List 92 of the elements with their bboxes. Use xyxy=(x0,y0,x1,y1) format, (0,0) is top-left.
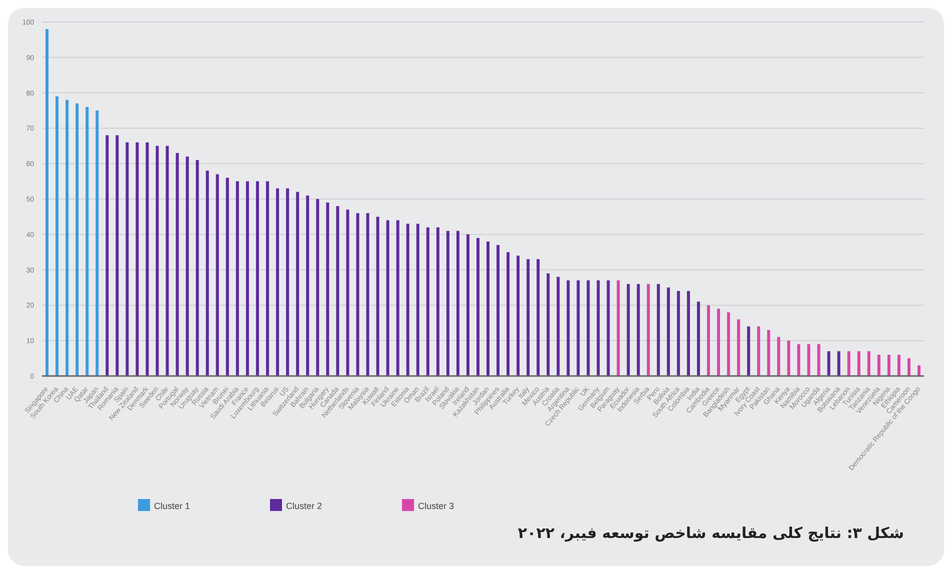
bar xyxy=(686,291,690,376)
legend-label: Cluster 2 xyxy=(286,501,322,511)
bar xyxy=(827,351,830,376)
legend-label: Cluster 1 xyxy=(154,501,190,511)
bar xyxy=(907,358,910,376)
bar xyxy=(156,146,159,376)
bar xyxy=(56,96,59,376)
bar xyxy=(366,213,370,376)
bar xyxy=(546,273,550,376)
bar xyxy=(696,302,700,376)
bar xyxy=(126,142,129,376)
bar xyxy=(256,181,259,376)
bar xyxy=(266,181,270,376)
bar xyxy=(727,312,730,376)
bar xyxy=(286,188,290,376)
bar xyxy=(176,152,179,376)
bar xyxy=(216,174,219,376)
bar xyxy=(386,220,390,376)
bar xyxy=(917,365,920,376)
bar xyxy=(757,326,760,376)
bar xyxy=(416,224,420,376)
text: شکل ۳: نتایج کلی مقایسه شاخص توسعه فیبر، ۲۰۲۲ xyxy=(518,524,904,542)
bar xyxy=(106,135,109,376)
bar xyxy=(336,206,340,376)
bar xyxy=(717,308,720,376)
bar xyxy=(136,142,139,376)
bar xyxy=(66,100,69,376)
bar xyxy=(346,210,350,376)
bar xyxy=(807,344,810,376)
bar xyxy=(86,106,89,376)
bar xyxy=(646,284,650,376)
bar xyxy=(656,284,660,376)
bar xyxy=(566,280,570,376)
bar xyxy=(426,227,430,376)
bar xyxy=(666,288,670,376)
bar xyxy=(606,280,610,376)
bar xyxy=(436,227,440,376)
bar xyxy=(777,337,780,376)
bar xyxy=(276,188,280,376)
bar xyxy=(817,344,820,376)
bar xyxy=(316,199,320,376)
bar xyxy=(877,354,880,376)
bar xyxy=(626,284,630,376)
bar xyxy=(376,216,380,376)
bar xyxy=(847,351,850,376)
bar xyxy=(857,351,860,376)
bar xyxy=(676,291,680,376)
bar xyxy=(406,224,410,376)
bar xyxy=(456,230,460,376)
bar xyxy=(466,234,470,376)
bar xyxy=(116,135,119,376)
bar xyxy=(837,351,840,376)
bar xyxy=(887,354,890,376)
bar xyxy=(506,252,510,376)
bar xyxy=(226,178,229,376)
bar xyxy=(306,195,310,376)
bar xyxy=(536,259,540,376)
bar xyxy=(446,230,450,376)
bar xyxy=(737,319,740,376)
bar xyxy=(586,280,590,376)
bar xyxy=(296,192,300,376)
bar xyxy=(186,156,189,376)
bar xyxy=(707,305,710,376)
bar xyxy=(767,330,770,376)
bar xyxy=(616,280,620,376)
bar xyxy=(206,170,209,376)
bar xyxy=(747,326,750,376)
bar xyxy=(76,103,79,376)
bar xyxy=(476,238,480,376)
bar xyxy=(166,146,169,376)
legend-label: Cluster 3 xyxy=(418,501,454,511)
bar xyxy=(356,213,360,376)
bar xyxy=(867,351,870,376)
bar xyxy=(556,276,560,376)
bar xyxy=(897,354,900,376)
bar xyxy=(46,29,49,376)
bar xyxy=(636,284,640,376)
bar xyxy=(496,245,500,376)
bar xyxy=(396,220,400,376)
bar xyxy=(326,202,330,376)
bar xyxy=(596,280,600,376)
bar xyxy=(486,241,490,376)
bar xyxy=(246,181,249,376)
bar xyxy=(576,280,580,376)
bar xyxy=(526,259,530,376)
bar xyxy=(196,160,199,376)
bar xyxy=(787,340,790,376)
bar xyxy=(236,181,239,376)
bar xyxy=(516,256,520,376)
bar xyxy=(96,110,99,376)
bar xyxy=(146,142,149,376)
bar xyxy=(797,344,800,376)
